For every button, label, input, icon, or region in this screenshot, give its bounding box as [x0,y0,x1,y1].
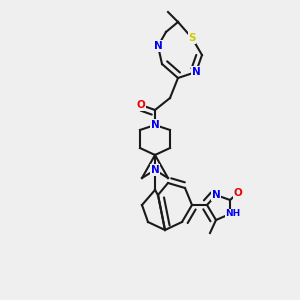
Text: N: N [192,67,200,77]
Text: N: N [154,41,162,51]
Text: O: O [136,100,146,110]
Text: NH: NH [225,209,241,218]
Text: O: O [234,188,242,198]
Text: N: N [151,165,159,175]
Text: N: N [151,120,159,130]
Text: N: N [212,190,220,200]
Text: S: S [188,33,196,43]
